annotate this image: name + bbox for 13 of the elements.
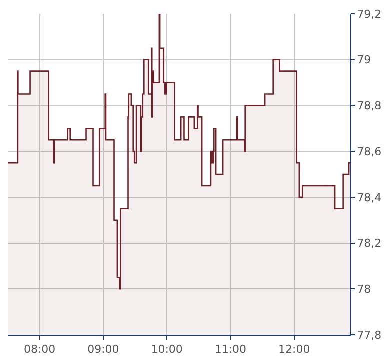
x-tick-label: 12:00 [278, 343, 310, 356]
x-tick-label: 08:00 [24, 343, 56, 356]
x-tick-label: 11:00 [214, 343, 247, 356]
y-tick-label: 78,6 [357, 145, 382, 158]
y-tick-label: 78,8 [357, 100, 382, 113]
y-tick-label: 79 [357, 54, 372, 67]
x-tick-label: 09:00 [88, 343, 120, 356]
y-tick-label: 78,2 [357, 237, 382, 250]
y-tick-label: 77,8 [357, 328, 382, 342]
y-tick-label: 78,4 [357, 191, 382, 204]
y-tick-label: 79,2 [357, 8, 382, 21]
y-tick-label: 78 [357, 282, 372, 296]
x-tick-label: 10:00 [151, 343, 183, 356]
